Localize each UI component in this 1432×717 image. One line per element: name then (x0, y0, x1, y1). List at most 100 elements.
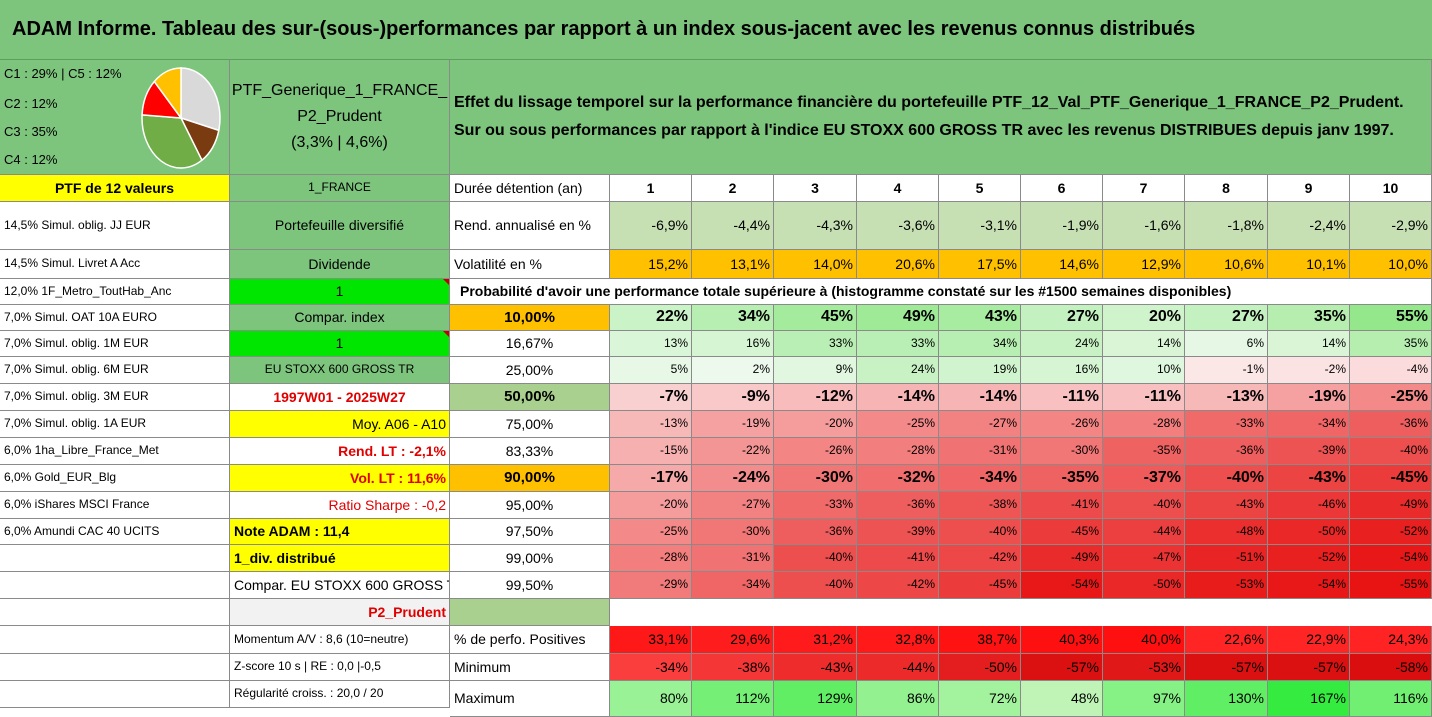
portfolio-count: PTF de 12 valeurs (0, 175, 230, 202)
quantile-value: 35% (1268, 305, 1350, 331)
quantile-value-text: -54% (1317, 577, 1346, 592)
quantile-label-text: 25,00% (505, 361, 554, 378)
quantile-value: -14% (857, 384, 939, 411)
vol-value: 10,6% (1185, 250, 1268, 279)
vol-label-text: Volatilité en % (454, 255, 542, 272)
probability-title-text: Probabilité d'avoir une performance tota… (460, 283, 1232, 300)
year-header-9-text: 9 (1304, 179, 1313, 196)
quantile-value-text: 45% (820, 308, 853, 326)
quantile-value-text: -47% (1152, 550, 1181, 565)
quantile-value-text: -25% (1390, 387, 1428, 405)
quantile-value: 14% (1268, 331, 1350, 357)
input-cell-1[interactable]: 1 (230, 279, 450, 305)
quantile-value-text: -45% (988, 577, 1017, 592)
quantile-value: 22% (610, 305, 692, 331)
quantile-label: 75,00% (450, 411, 610, 438)
quantile-value: 20% (1103, 305, 1185, 331)
quantile-value: -36% (857, 492, 939, 519)
maximum-value: 80% (610, 681, 692, 717)
quantile-value-text: -26% (824, 443, 853, 458)
input-cell-2[interactable]: 1 (230, 331, 450, 357)
holding-2: 14,5% Simul. Livret A Acc (0, 250, 230, 279)
holding-6-text: 7,0% Simul. oblig. 6M EUR (4, 362, 149, 377)
minimum-value: -50% (939, 654, 1021, 681)
quantile-value-text: -48% (1235, 523, 1264, 538)
positives-value: 38,7% (939, 626, 1021, 654)
diversification-label: Portefeuille diversifié (230, 202, 450, 250)
quantile-label: 50,00% (450, 384, 610, 411)
quantile-label: 16,67% (450, 331, 610, 357)
quantile-value: 5% (610, 357, 692, 384)
quantile-value: 2% (692, 357, 774, 384)
vol-value: 17,5% (939, 250, 1021, 279)
empty-cell-text (0, 654, 229, 680)
quantile-value-text: 35% (1403, 335, 1428, 350)
holding-4-text: 7,0% Simul. OAT 10A EURO (4, 309, 157, 324)
year-header-5-text: 5 (975, 179, 984, 196)
quantile-value: -26% (1021, 411, 1103, 438)
quantile-value-text: -29% (659, 577, 688, 592)
rend-value: -1,6% (1103, 202, 1185, 250)
quantile-value-text: 55% (1395, 308, 1428, 326)
quantile-value-text: 14% (1156, 335, 1181, 350)
minimum-value: -44% (857, 654, 939, 681)
index-name: EU STOXX 600 GROSS TR (230, 357, 450, 384)
minimum-value: -38% (692, 654, 774, 681)
minimum-label: Minimum (450, 654, 610, 681)
quantile-value-text: -41% (1070, 497, 1099, 512)
maximum-value: 116% (1350, 681, 1432, 717)
rend-value: -3,6% (857, 202, 939, 250)
div-distribue: 1_div. distribué (230, 545, 450, 572)
compar-index-label-text: Compar. index (294, 309, 385, 326)
quantile-value: -35% (1103, 438, 1185, 465)
quantile-value-text: -12% (815, 387, 853, 405)
quantile-value: -49% (1350, 492, 1432, 519)
quantile-value-text: -44% (1152, 523, 1181, 538)
positives-value-text: 40,0% (1141, 631, 1181, 648)
quantile-label-text: 50,00% (504, 388, 555, 406)
quantile-value: 16% (1021, 357, 1103, 384)
quantile-value: -40% (1350, 438, 1432, 465)
quantile-value: -30% (692, 519, 774, 545)
moy-label: Moy. A06 - A10 (230, 411, 450, 438)
quantile-label-text: 97,50% (505, 523, 554, 540)
quantile-value: -30% (1021, 438, 1103, 465)
quantile-value: 9% (774, 357, 857, 384)
rend-value-text: -1,6% (1144, 217, 1181, 234)
allocation-pie-chart (141, 67, 221, 169)
quantile-value-text: -15% (659, 443, 688, 458)
holding-2-text: 14,5% Simul. Livret A Acc (4, 256, 141, 271)
rend-label: Rend. annualisé en % (450, 202, 610, 250)
quantile-value: -19% (1268, 384, 1350, 411)
momentum-label: Momentum A/V : 8,6 (10=neutre) (230, 626, 450, 654)
positives-value-text: 29,6% (730, 631, 770, 648)
maximum-value: 97% (1103, 681, 1185, 717)
quantile-label-text: 10,00% (504, 308, 555, 326)
minimum-value-text: -38% (737, 658, 770, 675)
legend-c2: C2 : 12% (4, 96, 58, 111)
minimum-value-text: -57% (1313, 658, 1346, 675)
year-header-3-text: 3 (811, 179, 819, 196)
profile-label-text: P2_Prudent (368, 603, 446, 620)
maximum-value: 86% (857, 681, 939, 717)
quantile-value-text: 33% (828, 335, 853, 350)
maximum-value: 72% (939, 681, 1021, 717)
quantile-value-text: 16% (745, 335, 770, 350)
quantile-value: -40% (1103, 492, 1185, 519)
quantile-value-text: -31% (741, 550, 770, 565)
quantile-value: -25% (857, 411, 939, 438)
quantile-value-text: -4% (1406, 362, 1428, 377)
quantile-value: -53% (1185, 572, 1268, 599)
quantile-value: 10% (1103, 357, 1185, 384)
quantile-value-text: -9% (741, 387, 770, 405)
positives-value-text: 38,7% (977, 631, 1017, 648)
quantile-value: -42% (939, 545, 1021, 572)
quantile-value-text: -26% (1070, 416, 1099, 431)
dividend-label-text: Dividende (308, 255, 371, 272)
quantile-value: -7% (610, 384, 692, 411)
quantile-value-text: 43% (984, 308, 1017, 326)
quantile-value: 33% (774, 331, 857, 357)
quantile-value-text: -33% (824, 497, 853, 512)
quantile-value: 34% (692, 305, 774, 331)
quantile-label-text: 75,00% (505, 415, 554, 432)
